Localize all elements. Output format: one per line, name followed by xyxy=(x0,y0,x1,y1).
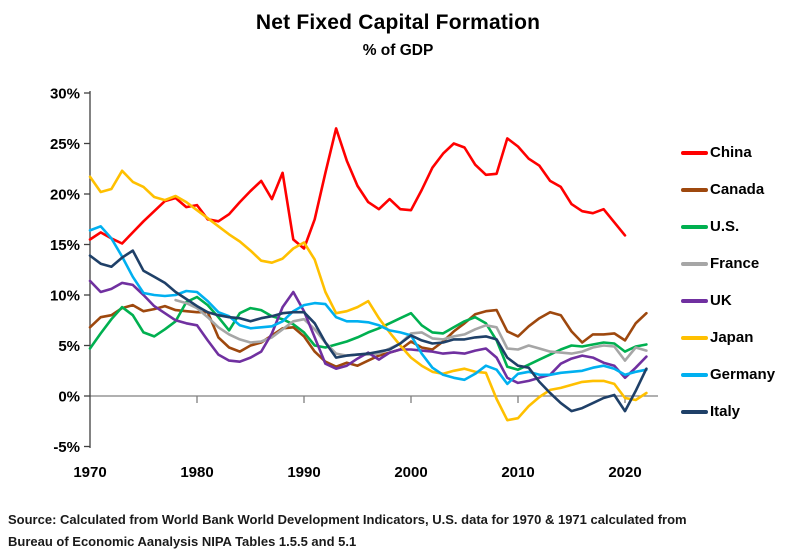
y-tick-label: 25% xyxy=(50,136,80,153)
legend-item-italy: Italy xyxy=(681,393,775,430)
series-line-us xyxy=(88,295,648,372)
legend-label-china: China xyxy=(710,144,752,161)
legend-swatch-italy xyxy=(681,409,708,414)
y-tick-label: 20% xyxy=(50,187,80,204)
legend-swatch-china xyxy=(681,150,708,155)
legend-item-canada: Canada xyxy=(681,171,775,208)
legend-swatch-canada xyxy=(681,187,708,192)
chart-title: Net Fixed Capital Formation xyxy=(255,11,541,34)
chart-subtitle: % of GDP xyxy=(362,42,434,59)
legend-item-france: France xyxy=(681,245,775,282)
legend-label-canada: Canada xyxy=(710,181,765,198)
legend-swatch-uk xyxy=(681,298,708,303)
source-note: Source: Calculated from World Bank World… xyxy=(8,509,788,552)
legend-label-italy: Italy xyxy=(710,403,741,420)
y-tick-label: 10% xyxy=(50,288,80,305)
series-line-germany xyxy=(88,225,648,386)
legend-swatch-germany xyxy=(681,372,708,377)
series-line-japan xyxy=(88,169,648,422)
legend-label-germany: Germany xyxy=(710,366,776,383)
legend-item-china: China xyxy=(681,134,775,171)
y-tick-label: 30% xyxy=(50,86,80,103)
x-tick-label: 1980 xyxy=(180,464,213,481)
legend-swatch-japan xyxy=(681,335,708,340)
y-tick-label: 5% xyxy=(58,338,80,355)
series-line-china xyxy=(88,127,627,250)
chart-legend: China Canada U.S. France UK Japan Germany Italy xyxy=(681,134,775,430)
y-tick-label: -5% xyxy=(53,439,80,456)
series-line-italy xyxy=(88,249,648,413)
source-line-1: Source: Calculated from World Bank World… xyxy=(8,512,687,527)
y-tick-label: 0% xyxy=(58,389,80,406)
legend-label-us: U.S. xyxy=(710,218,740,235)
legend-label-uk: UK xyxy=(710,292,732,309)
x-tick-label: 2000 xyxy=(394,464,427,481)
legend-item-germany: Germany xyxy=(681,356,775,393)
series-line-france xyxy=(174,298,648,362)
legend-swatch-us xyxy=(681,224,708,229)
x-tick-label: 2010 xyxy=(501,464,534,481)
y-tick-label: 15% xyxy=(50,237,80,254)
legend-item-japan: Japan xyxy=(681,319,775,356)
source-line-2: Bureau of Economic Aanalysis NIPA Tables… xyxy=(8,534,357,549)
series-line-canada xyxy=(88,303,648,369)
x-tick-label: 1970 xyxy=(73,464,106,481)
legend-swatch-france xyxy=(681,261,708,266)
legend-label-france: France xyxy=(710,255,760,272)
legend-label-japan: Japan xyxy=(710,329,754,346)
legend-item-us: U.S. xyxy=(681,208,775,245)
x-tick-label: 2020 xyxy=(608,464,641,481)
legend-item-uk: UK xyxy=(681,282,775,319)
x-tick-label: 1990 xyxy=(287,464,320,481)
